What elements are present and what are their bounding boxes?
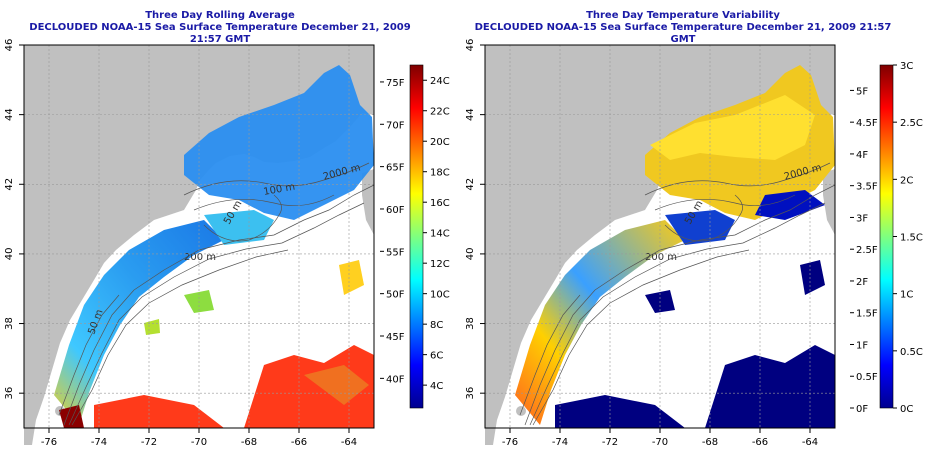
right-lon-label: -66 xyxy=(752,437,768,448)
right-map: 2000 m 200 m 50 m -76 -74 -72 -70 -68 -66 -643… xyxy=(465,39,836,448)
left-colorbar-c-label: 10C xyxy=(430,290,450,301)
left-lat-label: 36 xyxy=(4,387,15,400)
right-lon-label: -64 xyxy=(802,437,818,448)
left-colorbar-f-label: 75F xyxy=(386,78,405,89)
left-lon-label: -74 xyxy=(91,437,107,448)
right-lat-label: 44 xyxy=(465,108,476,121)
right-lon-label: -72 xyxy=(602,437,618,448)
left-colorbar-gradient xyxy=(409,64,424,409)
left-colorbar-c-label: 18C xyxy=(430,168,450,179)
left-lon-label: -66 xyxy=(291,437,307,448)
right-colorbar-c-label: 0.5C xyxy=(900,347,923,358)
right-axes: -76 -74 -72 -70 -68 -66 -64 36 38 40 42 44 46 xyxy=(465,39,818,448)
left-lon-label: -76 xyxy=(41,437,57,448)
left-lon-label: -64 xyxy=(341,437,357,448)
right-colorbar-f-label: 3F xyxy=(856,213,868,224)
left-colorbar-c-label: 14C xyxy=(430,229,450,240)
left-colorbar-c-label: 24C xyxy=(430,76,450,87)
right-lat-label: 36 xyxy=(465,387,476,400)
right-title-line1: Three Day Temperature Variability xyxy=(586,10,780,21)
right-colorbar-f-label: 0F xyxy=(856,404,868,415)
left-colorbar-f-label: 70F xyxy=(386,120,405,131)
left-lat-label: 44 xyxy=(4,108,15,121)
right-colorbar-c-label: 2C xyxy=(900,175,913,186)
right-colorbar: 3C 2.5C 2C 1.5C 1C 0.5C 0C 5F 4.5F 4F 3.5F 3F 2.5F 2F… xyxy=(850,61,923,415)
right-colorbar-f-label: 5F xyxy=(856,86,868,97)
right-colorbar-f-label: 2F xyxy=(856,277,868,288)
left-colorbar-f-label: 40F xyxy=(386,374,405,385)
right-lat-label: 46 xyxy=(465,39,476,52)
left-lat-label: 46 xyxy=(4,39,15,52)
left-lon-label: -70 xyxy=(191,437,207,448)
left-contour-100: 100 m xyxy=(263,182,296,198)
left-lat-label: 40 xyxy=(4,248,15,261)
right-colorbar-gradient xyxy=(879,64,894,409)
right-colorbar-f-label: 1F xyxy=(856,340,868,351)
right-contour-200: 200 m xyxy=(645,252,677,263)
right-lon-label: -76 xyxy=(502,437,518,448)
right-colorbar-f-label: 3.5F xyxy=(856,182,878,193)
right-lat-label: 38 xyxy=(465,317,476,330)
right-title-line2: DECLOUDED NOAA-15 Sea Surface Temperatur… xyxy=(474,22,892,45)
left-title: Three Day Rolling Average DECLOUDED NOAA… xyxy=(20,10,420,46)
right-lon-label: -68 xyxy=(702,437,718,448)
right-colorbar-f-label: 0.5F xyxy=(856,372,878,383)
right-colorbar-f-label: 1.5F xyxy=(856,309,878,320)
right-colorbar-c-label: 0C xyxy=(900,404,913,415)
left-lon-label: -68 xyxy=(241,437,257,448)
left-colorbar-f-label: 60F xyxy=(386,205,405,216)
left-lat-label: 38 xyxy=(4,317,15,330)
left-colorbar-c-label: 22C xyxy=(430,107,450,118)
left-colorbar-c-label: 8C xyxy=(430,320,443,331)
right-colorbar-c-label: 1.5C xyxy=(900,233,923,244)
right-lon-label: -74 xyxy=(552,437,568,448)
left-colorbar-f-label: 55F xyxy=(386,247,405,258)
right-colorbar-f-label: 4.5F xyxy=(856,118,878,129)
right-lon-label: -70 xyxy=(652,437,668,448)
left-colorbar-c-label: 12C xyxy=(430,259,450,270)
left-map: 2000 m 200 m 100 m 50 m 50 m -76 -74 -72 -7… xyxy=(4,39,375,448)
right-colorbar-c-label: 1C xyxy=(900,290,913,301)
left-colorbar-c-label: 16C xyxy=(430,198,450,209)
right-title: Three Day Temperature Variability DECLOU… xyxy=(468,10,898,46)
right-lat-label: 40 xyxy=(465,248,476,261)
left-colorbar-c-label: 20C xyxy=(430,137,450,148)
left-title-line2: DECLOUDED NOAA-15 Sea Surface Temperatur… xyxy=(29,22,411,45)
left-colorbar-f-label: 45F xyxy=(386,332,405,343)
right-colorbar-c-label: 3C xyxy=(900,61,913,72)
right-lat-label: 42 xyxy=(465,178,476,191)
right-colorbar-f-label: 4F xyxy=(856,150,868,161)
right-colorbar-c-label: 2.5C xyxy=(900,118,923,129)
left-contour-200: 200 m xyxy=(184,252,216,263)
left-lon-label: -72 xyxy=(141,437,157,448)
right-colorbar-f-label: 2.5F xyxy=(856,245,878,256)
left-colorbar-c-label: 6C xyxy=(430,351,443,362)
left-axes: -76 -74 -72 -70 -68 -66 -64 36 38 40 42 44 46 xyxy=(4,39,357,448)
left-colorbar-c-label: 4C xyxy=(430,381,443,392)
left-colorbar-f-label: 65F xyxy=(386,163,405,174)
left-colorbar: 24C 22C 20C 18C 16C 14C 12C 10C 8C 6C 4C 75F 70F 65F 6… xyxy=(380,64,450,409)
left-lat-label: 42 xyxy=(4,178,15,191)
left-colorbar-f-label: 50F xyxy=(386,290,405,301)
left-title-line1: Three Day Rolling Average xyxy=(145,10,295,21)
